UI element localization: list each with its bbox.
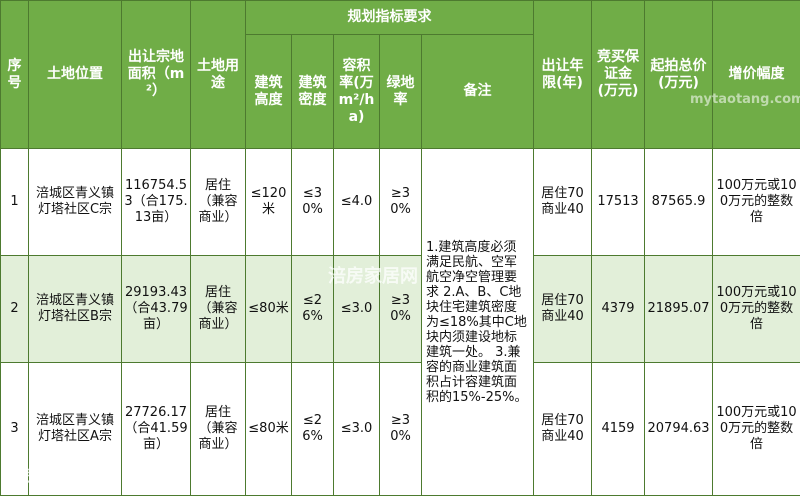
header-seq: 序号 xyxy=(1,1,29,149)
header-green: 绿地率 xyxy=(380,35,422,149)
cell-use: 居住（兼容商业） xyxy=(191,149,246,256)
cell-seq: 3 xyxy=(1,363,29,496)
cell-area: 116754.53（合175.13亩） xyxy=(122,149,191,256)
cell-deposit: 17513 xyxy=(592,149,645,256)
header-start-price: 起拍总价(万元) xyxy=(645,1,713,149)
cell-density: ≤26% xyxy=(292,363,334,496)
cell-green: ≥30% xyxy=(380,363,422,496)
cell-start-price: 87565.9 xyxy=(645,149,713,256)
cell-location: 涪城区青义镇灯塔社区A宗 xyxy=(29,363,122,496)
cell-seq: 2 xyxy=(1,256,29,363)
cell-start-price: 20794.63 xyxy=(645,363,713,496)
cell-area: 29193.43（合43.79亩） xyxy=(122,256,191,363)
header-location: 土地位置 xyxy=(29,1,122,149)
cell-green: ≥30% xyxy=(380,149,422,256)
remarks-cell: 1.建筑高度必须满足民航、空军航空净空管理要求 2.A、B、C地块住宅建筑密度为… xyxy=(422,149,534,496)
header-deposit: 竞买保证金(万元) xyxy=(592,1,645,149)
header-far: 容积率(万m²/ha) xyxy=(334,35,380,149)
header-term: 出让年限(年) xyxy=(534,1,592,149)
header-remarks: 备注 xyxy=(422,35,534,149)
header-use: 土地用途 xyxy=(191,1,246,149)
cell-deposit: 4159 xyxy=(592,363,645,496)
cell-height: ≤120米 xyxy=(246,149,292,256)
cell-increment: 100万元或100万元的整数倍 xyxy=(713,256,800,363)
cell-far: ≤4.0 xyxy=(334,149,380,256)
header-increment: 增价幅度 xyxy=(713,1,800,149)
header-density: 建筑密度 xyxy=(292,35,334,149)
cell-far: ≤3.0 xyxy=(334,256,380,363)
cell-density: ≤26% xyxy=(292,256,334,363)
cell-use: 居住（兼容商业） xyxy=(191,363,246,496)
table-row: 2 涪城区青义镇灯塔社区B宗 29193.43（合43.79亩） 居住（兼容商业… xyxy=(1,256,800,363)
header-planning: 规划指标要求 xyxy=(246,1,534,35)
cell-green: ≥30% xyxy=(380,256,422,363)
cell-term: 居住70商业40 xyxy=(534,149,592,256)
cell-height: ≤80米 xyxy=(246,256,292,363)
cell-seq: 1 xyxy=(1,149,29,256)
cell-area: 27726.17（合41.59亩） xyxy=(122,363,191,496)
cell-deposit: 4379 xyxy=(592,256,645,363)
cell-density: ≤30% xyxy=(292,149,334,256)
cell-start-price: 21895.07 xyxy=(645,256,713,363)
header-area: 出让宗地面积（m²） xyxy=(122,1,191,149)
table-row: 3 涪城区青义镇灯塔社区A宗 27726.17（合41.59亩） 居住（兼容商业… xyxy=(1,363,800,496)
cell-term: 居住70商业40 xyxy=(534,363,592,496)
header-height: 建筑高度 xyxy=(246,35,292,149)
cell-term: 居住70商业40 xyxy=(534,256,592,363)
cell-increment: 100万元或100万元的整数倍 xyxy=(713,363,800,496)
cell-height: ≤80米 xyxy=(246,363,292,496)
cell-location: 涪城区青义镇灯塔社区C宗 xyxy=(29,149,122,256)
cell-far: ≤3.0 xyxy=(334,363,380,496)
cell-use: 居住（兼容商业） xyxy=(191,256,246,363)
table-row: 1 涪城区青义镇灯塔社区C宗 116754.53（合175.13亩） 居住（兼容… xyxy=(1,149,800,256)
cell-increment: 100万元或100万元的整数倍 xyxy=(713,149,800,256)
cell-location: 涪城区青义镇灯塔社区B宗 xyxy=(29,256,122,363)
